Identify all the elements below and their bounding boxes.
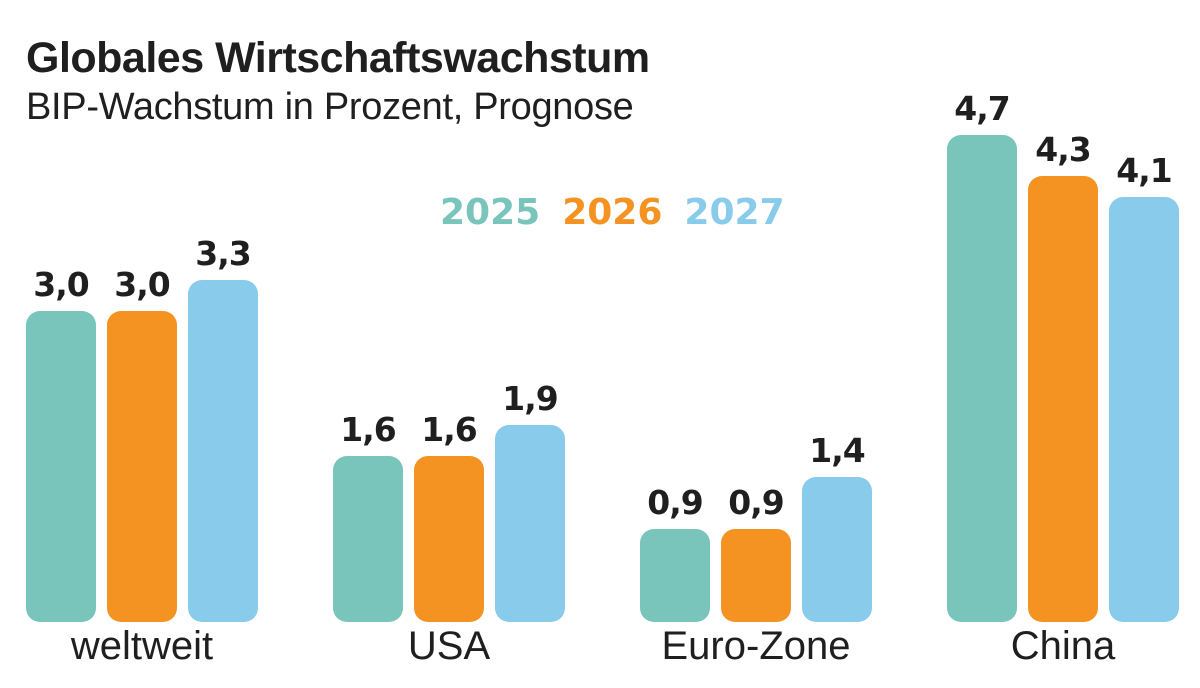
value-label: 1,9 bbox=[502, 378, 558, 418]
value-label: 0,9 bbox=[728, 482, 784, 522]
bar-euro-zone-2025 bbox=[640, 528, 710, 622]
value-label: 4,1 bbox=[1116, 150, 1172, 190]
category-label-usa: USA bbox=[407, 624, 491, 668]
legend-item-2027: 2027 bbox=[684, 192, 785, 233]
bar-weltweit-2027 bbox=[188, 279, 258, 622]
chart-subtitle: BIP-Wachstum in Prozent, Prognose bbox=[26, 86, 634, 128]
value-label: 3,0 bbox=[114, 264, 170, 304]
value-label: 3,3 bbox=[195, 233, 251, 273]
bar-usa-2025 bbox=[333, 456, 403, 622]
value-label: 1,6 bbox=[421, 410, 477, 450]
bar-usa-2026 bbox=[414, 456, 484, 622]
bar-euro-zone-2027 bbox=[802, 476, 872, 622]
bar-euro-zone-2026 bbox=[721, 528, 791, 622]
bar-china-2025 bbox=[947, 134, 1017, 622]
value-label: 4,3 bbox=[1035, 130, 1091, 170]
legend-item-2026: 2026 bbox=[562, 192, 663, 233]
category-label-weltweit: weltweit bbox=[70, 624, 214, 668]
category-label-euro-zone: Euro-Zone bbox=[661, 624, 851, 668]
bar-china-2027 bbox=[1109, 196, 1179, 622]
value-label: 1,6 bbox=[340, 410, 396, 450]
category-label-china: China bbox=[1010, 624, 1116, 668]
value-label: 1,4 bbox=[809, 430, 865, 470]
legend-item-2025: 2025 bbox=[440, 192, 541, 233]
value-label: 0,9 bbox=[647, 482, 703, 522]
bar-usa-2027 bbox=[495, 424, 565, 622]
bar-weltweit-2025 bbox=[26, 310, 96, 622]
value-label: 4,7 bbox=[954, 88, 1010, 128]
bar-weltweit-2026 bbox=[107, 310, 177, 622]
legend: 2025 2026 2027 bbox=[440, 192, 785, 233]
value-label: 3,0 bbox=[33, 264, 89, 304]
bar-china-2026 bbox=[1028, 176, 1098, 622]
chart-title: Globales Wirtschaftswachstum bbox=[26, 34, 650, 82]
